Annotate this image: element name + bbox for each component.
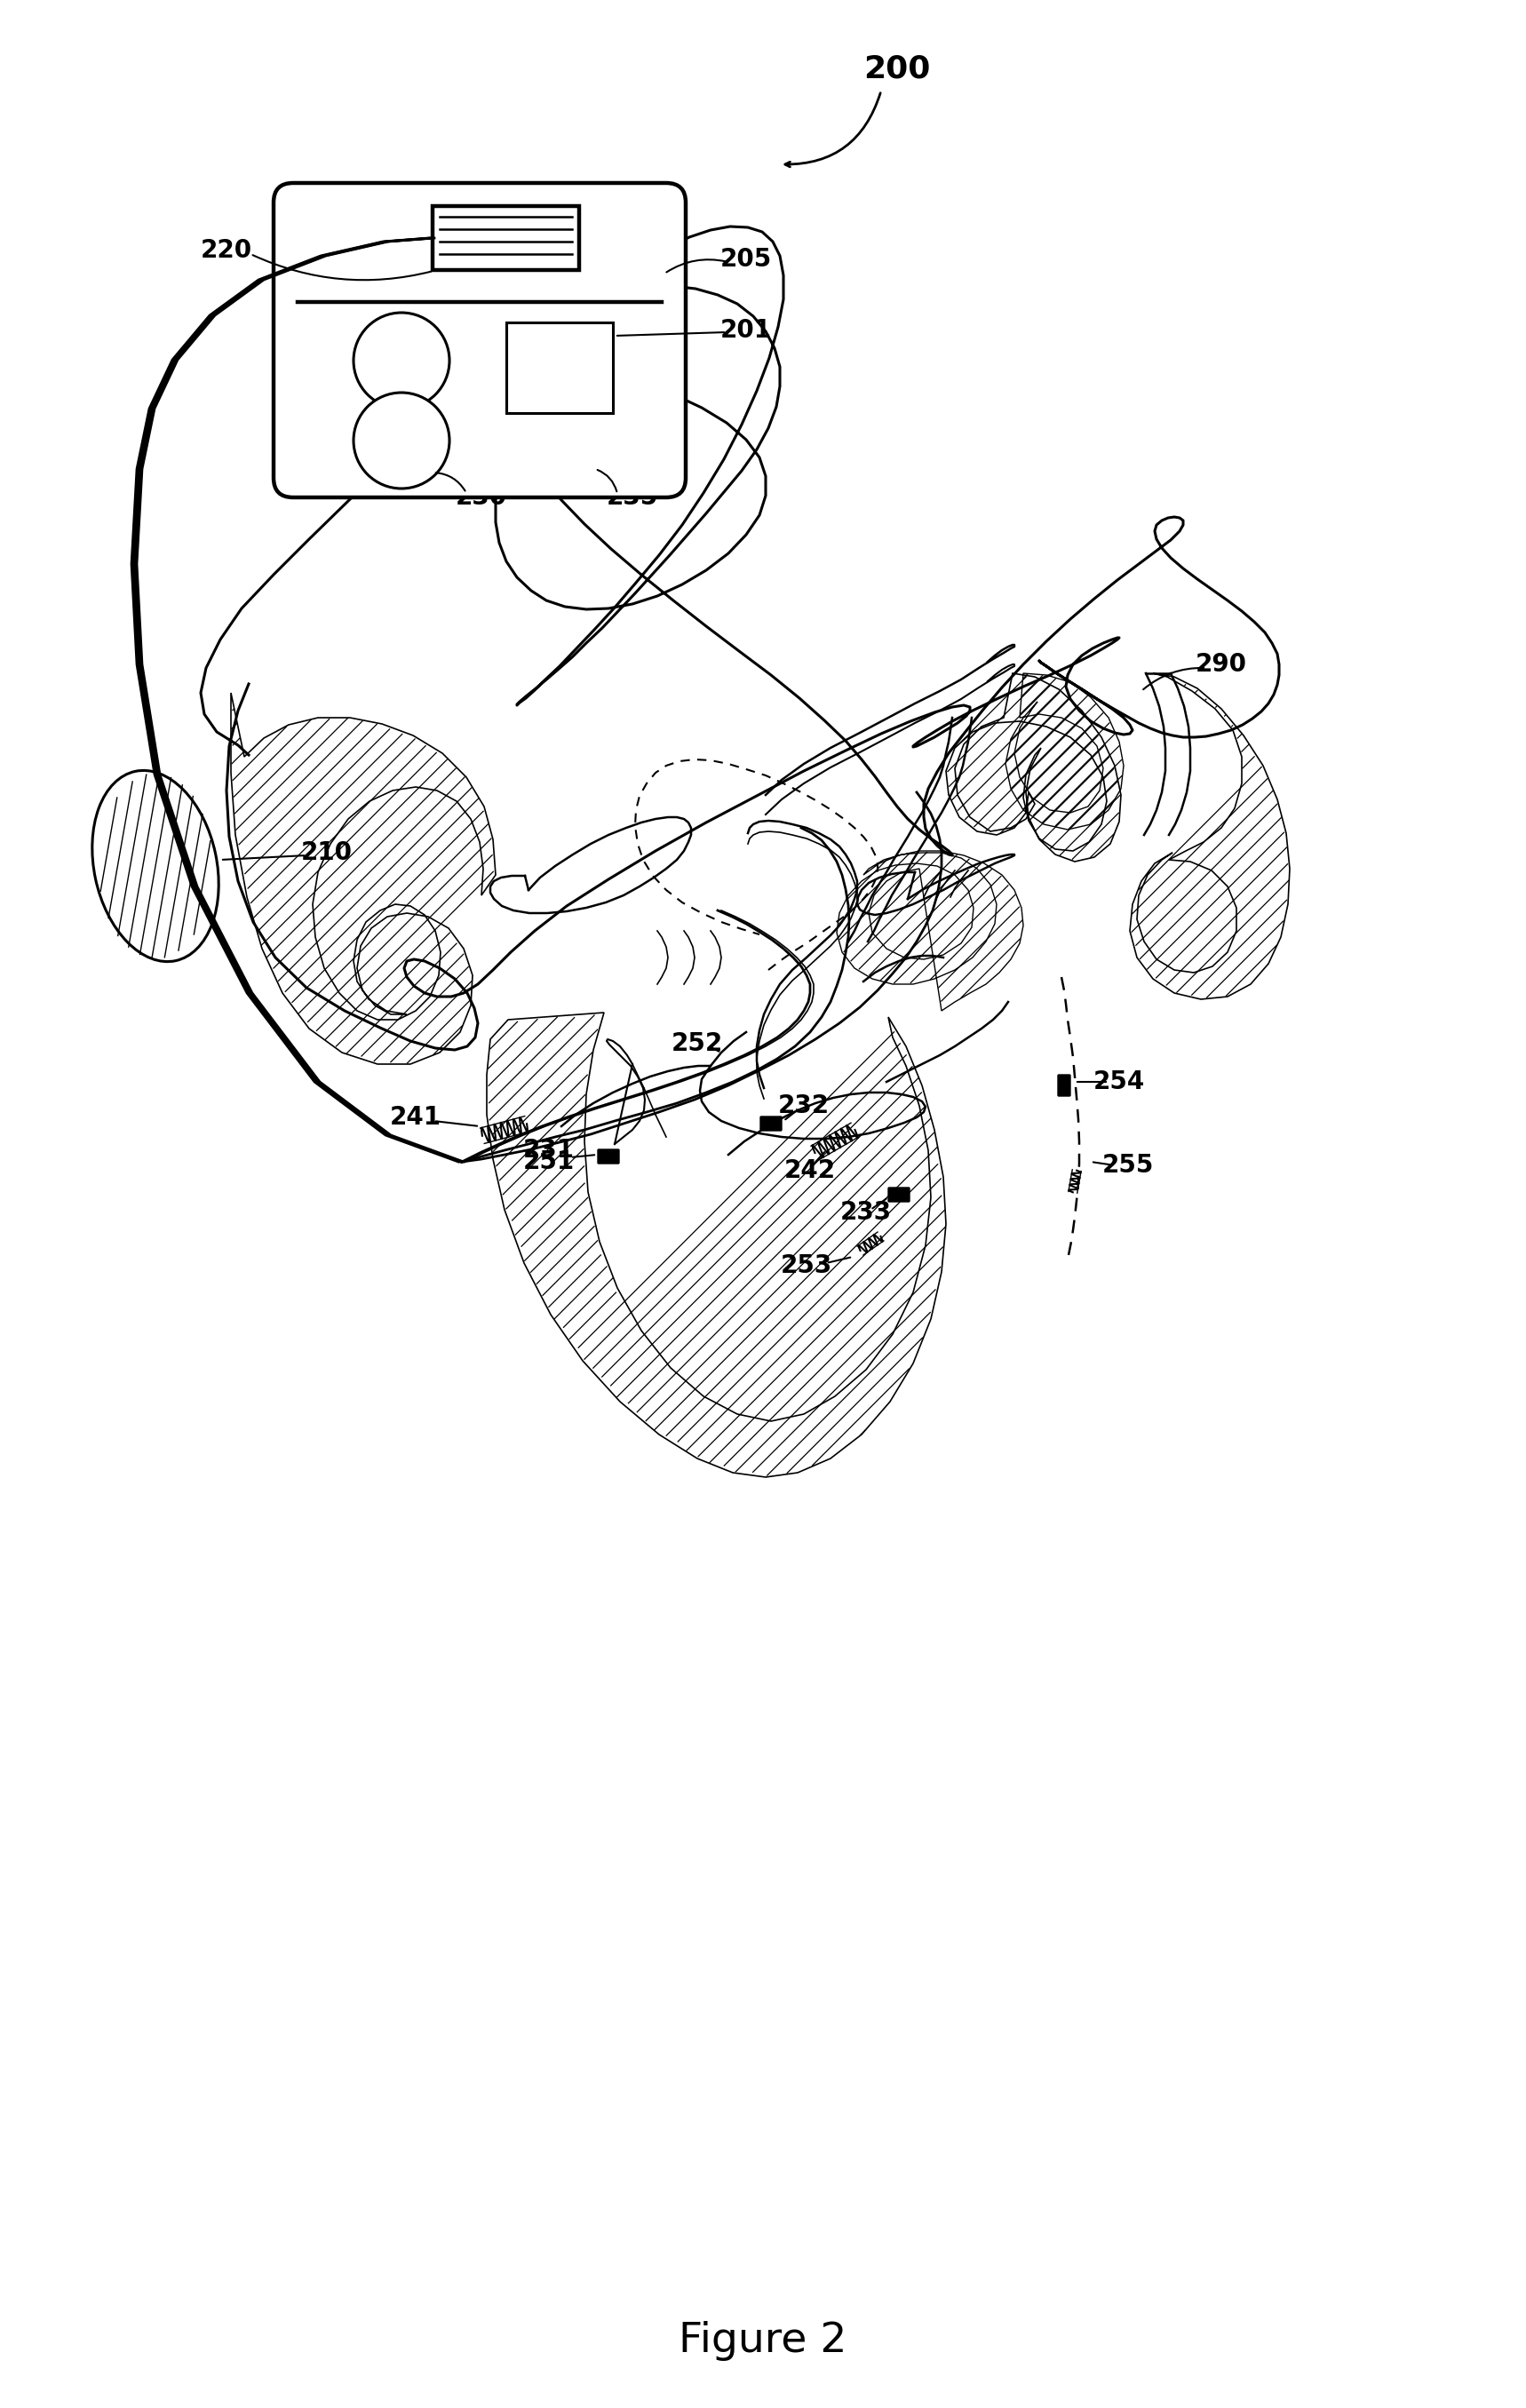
FancyBboxPatch shape	[432, 207, 580, 270]
FancyBboxPatch shape	[760, 1117, 781, 1132]
Text: 251: 251	[523, 1149, 575, 1175]
FancyBboxPatch shape	[507, 323, 613, 414]
Text: 290: 290	[1195, 653, 1247, 677]
Text: 255: 255	[1102, 1153, 1154, 1178]
Text: 220: 220	[201, 238, 252, 262]
FancyBboxPatch shape	[888, 1187, 909, 1202]
Text: 200: 200	[864, 55, 931, 84]
Text: 235: 235	[606, 484, 658, 510]
Text: 232: 232	[778, 1093, 830, 1117]
Text: 241: 241	[391, 1105, 441, 1129]
Ellipse shape	[92, 771, 218, 961]
Text: 205: 205	[720, 248, 772, 272]
Text: Figure 2: Figure 2	[679, 2321, 847, 2360]
Text: 254: 254	[1093, 1069, 1144, 1093]
Text: 233: 233	[841, 1199, 891, 1226]
Text: 201: 201	[720, 318, 772, 342]
Text: 253: 253	[781, 1252, 832, 1279]
Text: 230: 230	[456, 484, 507, 510]
Circle shape	[354, 313, 450, 409]
FancyBboxPatch shape	[273, 183, 685, 498]
Circle shape	[354, 393, 450, 489]
FancyBboxPatch shape	[1058, 1074, 1070, 1096]
Text: 252: 252	[671, 1031, 723, 1057]
Text: 231: 231	[523, 1139, 575, 1163]
Text: 242: 242	[784, 1158, 836, 1182]
FancyBboxPatch shape	[598, 1149, 620, 1163]
Text: 210: 210	[301, 840, 353, 864]
